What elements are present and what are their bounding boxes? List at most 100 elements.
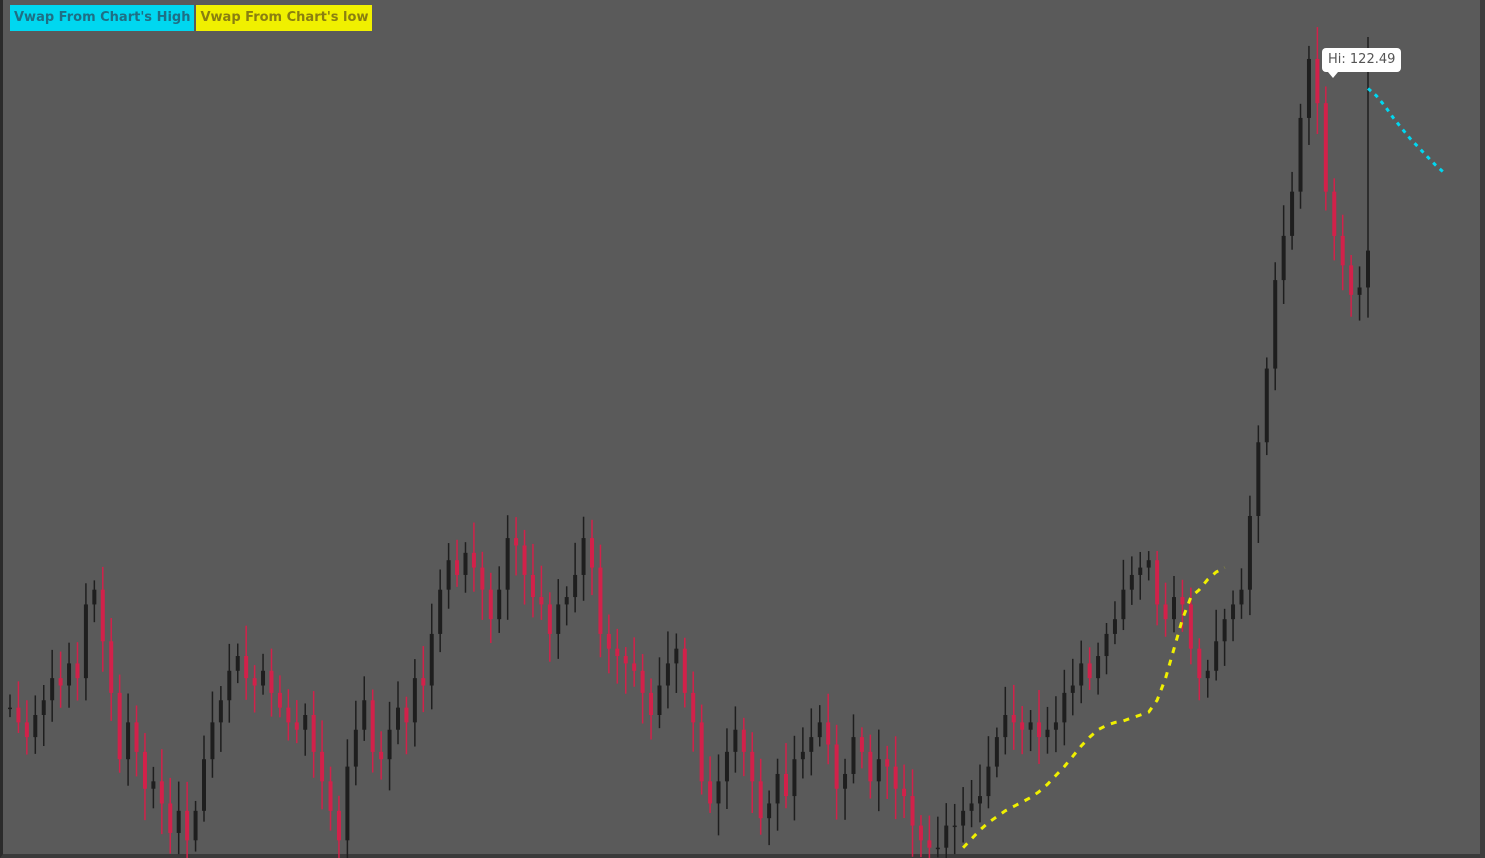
price-bar-body [1298, 117, 1303, 192]
price-bar-body [455, 560, 460, 575]
price-bar-body [1053, 722, 1058, 730]
price-bar-body [286, 707, 291, 723]
price-bar-body [843, 773, 848, 789]
price-bar-body [438, 589, 443, 634]
price-bar-body [978, 796, 982, 804]
price-bar-body [1247, 515, 1252, 590]
price-bar-body [733, 729, 738, 752]
price-bar-body [826, 722, 831, 745]
price-bar-body [193, 810, 198, 841]
high-price-bubble: Hi: 122.49 [1322, 48, 1402, 78]
price-bar-body [1045, 729, 1050, 738]
price-bar-body [1062, 692, 1067, 723]
price-bar-body [505, 538, 510, 590]
price-bar-body [657, 685, 662, 715]
price-bar-body [1349, 265, 1354, 295]
price-bar-body [1306, 58, 1311, 118]
price-bar-body [471, 552, 476, 568]
legend-vwap-low[interactable]: Vwap From Chart's low [196, 5, 373, 31]
price-bar-body [1155, 560, 1160, 605]
price-bar-body [1121, 589, 1126, 620]
price-bar-body [547, 604, 552, 634]
price-bar-body [969, 803, 974, 811]
price-bar-body [480, 567, 485, 590]
price-bar-body [16, 707, 21, 723]
price-bar-body [269, 670, 274, 693]
price-axis-edge [1480, 0, 1485, 858]
price-bar-body [311, 715, 316, 752]
price-bar-body [556, 604, 561, 634]
price-bar-body [868, 751, 873, 782]
price-bar-body [590, 538, 594, 568]
price-bar-body [885, 759, 890, 767]
price-bar-body [1037, 722, 1042, 738]
price-bar-body [1163, 604, 1168, 620]
price-bar-body [724, 751, 729, 782]
price-bar-body [1222, 619, 1227, 642]
price-bar-body [218, 700, 223, 723]
price-bar-body [910, 796, 915, 826]
price-bar-body [379, 751, 384, 760]
legend-vwap-high[interactable]: Vwap From Chart's High [10, 5, 195, 31]
price-bar-body [1146, 560, 1151, 568]
price-bar-body [1273, 280, 1278, 369]
price-bar-body [277, 692, 282, 708]
price-bar-body [404, 707, 409, 723]
price-bar-body [708, 781, 713, 804]
price-bar-body [623, 656, 628, 664]
price-bar-body [336, 810, 341, 841]
vwap-low-line [962, 566, 1226, 849]
price-bar-body [1290, 191, 1295, 236]
price-bar-body [328, 781, 333, 811]
price-bar-body [261, 670, 266, 686]
price-bar-body [649, 692, 654, 715]
price-bar-body [767, 803, 772, 819]
price-bar-body [1112, 619, 1117, 634]
price-bar-body [994, 737, 999, 767]
price-bar-body [598, 567, 603, 634]
price-bar-body [33, 715, 38, 738]
vwap-high-line [1367, 87, 1445, 174]
price-bar-body [902, 788, 907, 797]
price-bar-body [699, 722, 704, 782]
price-bar-body [859, 737, 864, 752]
price-bar-body [716, 781, 721, 804]
price-bar-body [244, 656, 249, 679]
price-bar-body [92, 589, 97, 605]
price-bar-body [1104, 633, 1109, 657]
price-bar-body [1357, 287, 1362, 295]
price-bar-body [784, 773, 788, 797]
price-bar-body [353, 729, 358, 767]
price-bar-body [134, 722, 139, 752]
price-bar-body [58, 678, 63, 686]
price-bar-body [126, 722, 131, 760]
price-bar-body [1180, 597, 1185, 605]
price-bar-body [986, 766, 991, 797]
price-bar-body [1070, 685, 1075, 693]
price-bar-body [75, 663, 80, 679]
price-bar-body [1087, 663, 1092, 679]
price-bar-body [851, 737, 856, 774]
price-bar-body [396, 707, 400, 730]
price-bar-body [944, 825, 949, 848]
price-bar-body [109, 641, 114, 693]
price-bar-body [294, 722, 299, 730]
price-bar-body [1315, 58, 1320, 104]
price-bar-body [41, 700, 46, 715]
price-bar-body [758, 781, 763, 819]
price-bar-body [514, 538, 519, 546]
price-bar-body [1231, 604, 1236, 620]
study-legend: Vwap From Chart's High Vwap From Chart's… [10, 5, 373, 31]
price-bar-body [632, 663, 637, 671]
price-bar-body [345, 766, 350, 841]
price-bar-body [674, 648, 679, 664]
price-bar-body [412, 678, 417, 723]
price-bar-body [581, 538, 586, 575]
price-bar-body [665, 663, 670, 686]
price-bar-body [927, 840, 932, 848]
price-bar-body [952, 825, 957, 828]
price-bar-body [918, 825, 923, 841]
price-bar-body [1264, 368, 1269, 443]
